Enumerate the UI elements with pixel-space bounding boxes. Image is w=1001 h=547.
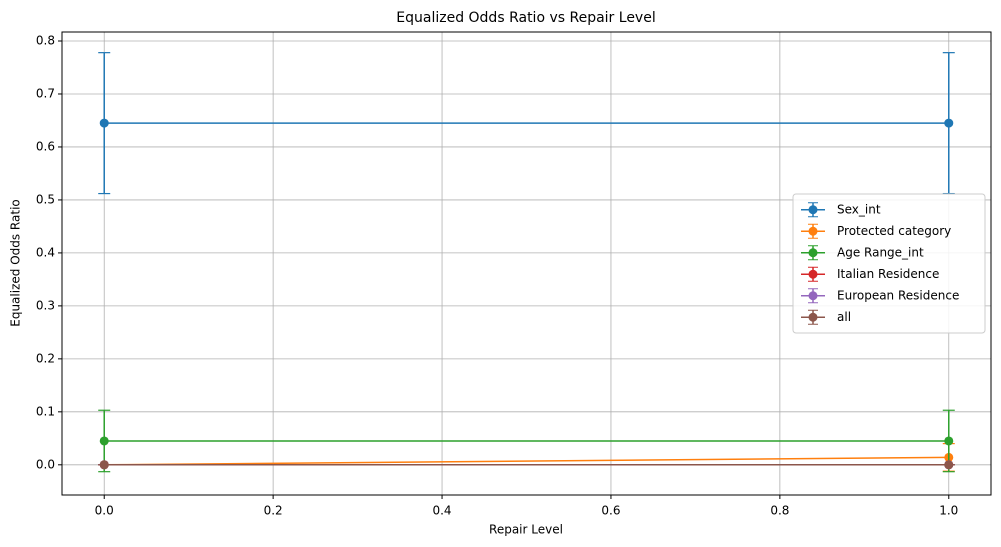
y-tick-label: 0.6 xyxy=(36,139,55,153)
point xyxy=(99,436,109,446)
legend-marker xyxy=(808,269,818,279)
series xyxy=(98,460,955,470)
chart-title: Equalized Odds Ratio vs Repair Level xyxy=(396,10,655,26)
x-tick-label: 0.2 xyxy=(264,504,283,518)
point xyxy=(99,118,109,128)
legend-label: Sex_int xyxy=(837,202,881,216)
plot-frame xyxy=(61,31,992,496)
legend-marker xyxy=(808,205,818,215)
y-tick-label: 0.5 xyxy=(36,192,55,206)
point xyxy=(944,460,954,470)
legend-label: Protected category xyxy=(837,224,951,238)
legend-label: Italian Residence xyxy=(837,267,939,281)
x-tick-label: 0.4 xyxy=(432,504,451,518)
x-tick-label: 0.6 xyxy=(601,504,620,518)
legend-label: European Residence xyxy=(837,288,959,302)
point xyxy=(944,118,954,128)
y-tick-label: 0.2 xyxy=(36,351,55,365)
point xyxy=(99,460,109,470)
legend-marker xyxy=(808,291,818,301)
legend-label: all xyxy=(837,310,851,324)
point xyxy=(944,436,954,446)
x-tick-label: 1.0 xyxy=(939,504,958,518)
y-tick-label: 0.4 xyxy=(36,245,55,259)
legend-marker xyxy=(808,226,818,236)
y-tick-label: 0.0 xyxy=(36,457,55,471)
legend-label: Age Range_int xyxy=(837,245,924,259)
x-axis-label: Repair Level xyxy=(489,523,563,537)
line xyxy=(104,456,949,466)
y-tick-label: 0.3 xyxy=(36,298,55,312)
y-tick-label: 0.8 xyxy=(36,34,55,48)
y-tick-label: 0.1 xyxy=(36,404,55,418)
legend-box xyxy=(792,193,986,334)
y-tick-label: 0.7 xyxy=(36,86,55,100)
x-tick-label: 0.8 xyxy=(770,504,789,518)
x-tick-label: 0.0 xyxy=(95,504,114,518)
series xyxy=(98,409,955,473)
series xyxy=(98,443,955,472)
legend-marker xyxy=(808,312,818,322)
series xyxy=(98,52,955,195)
y-axis-label: Equalized Odds Ratio xyxy=(9,199,23,327)
legend-marker xyxy=(808,248,818,258)
